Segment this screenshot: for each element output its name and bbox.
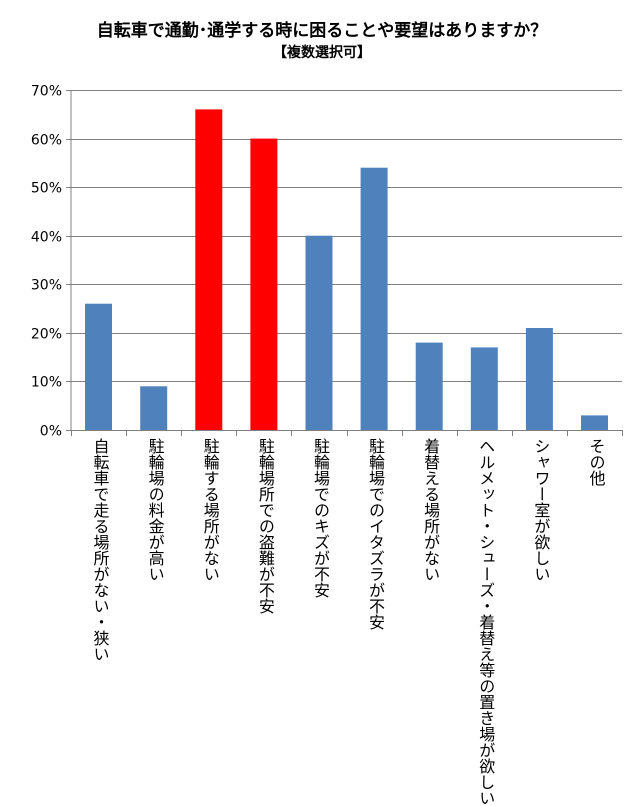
- bar: [581, 415, 608, 430]
- bar: [470, 347, 498, 430]
- chart-subtitle: 【複数選択可】: [273, 45, 371, 61]
- category-label: 着替える場所がない: [421, 438, 441, 582]
- category-label: 自転車で走る場所がない・狭い: [90, 438, 110, 662]
- y-tick-label: 0%: [40, 424, 62, 440]
- bar: [305, 235, 333, 430]
- category-label: 駐輪場でのキズが不安: [310, 438, 330, 598]
- bar: [250, 138, 278, 430]
- category-label: 駐輪場所での盗難が不安: [255, 438, 275, 614]
- y-tick-label: 60%: [31, 133, 62, 149]
- bar: [415, 342, 443, 430]
- bar: [525, 328, 553, 430]
- y-tick-label: 70%: [31, 84, 62, 100]
- category-label: 駐輪場の料金が高い: [145, 438, 165, 582]
- category-label: シャワー室が欲しい: [531, 438, 551, 582]
- bar: [85, 303, 112, 430]
- category-label: ヘルメット・シューズ・着替え等の置き場が欲しい: [476, 438, 496, 806]
- y-tick-label: 40%: [31, 230, 62, 246]
- y-tick-label: 20%: [31, 327, 62, 343]
- y-tick-label: 30%: [31, 278, 62, 294]
- category-label: 駐輪する場所がない: [200, 438, 220, 582]
- y-tick-label: 50%: [31, 181, 62, 197]
- bar: [195, 109, 223, 431]
- bar: [360, 167, 388, 430]
- bar: [140, 386, 168, 430]
- category-label: その他: [586, 438, 606, 486]
- chart-title: 自転車で通勤･通学する時に困ることや要望はありますか？: [96, 21, 548, 41]
- y-tick-label: 10%: [31, 375, 62, 391]
- category-label: 駐輪場でのイタズラが不安: [366, 438, 386, 630]
